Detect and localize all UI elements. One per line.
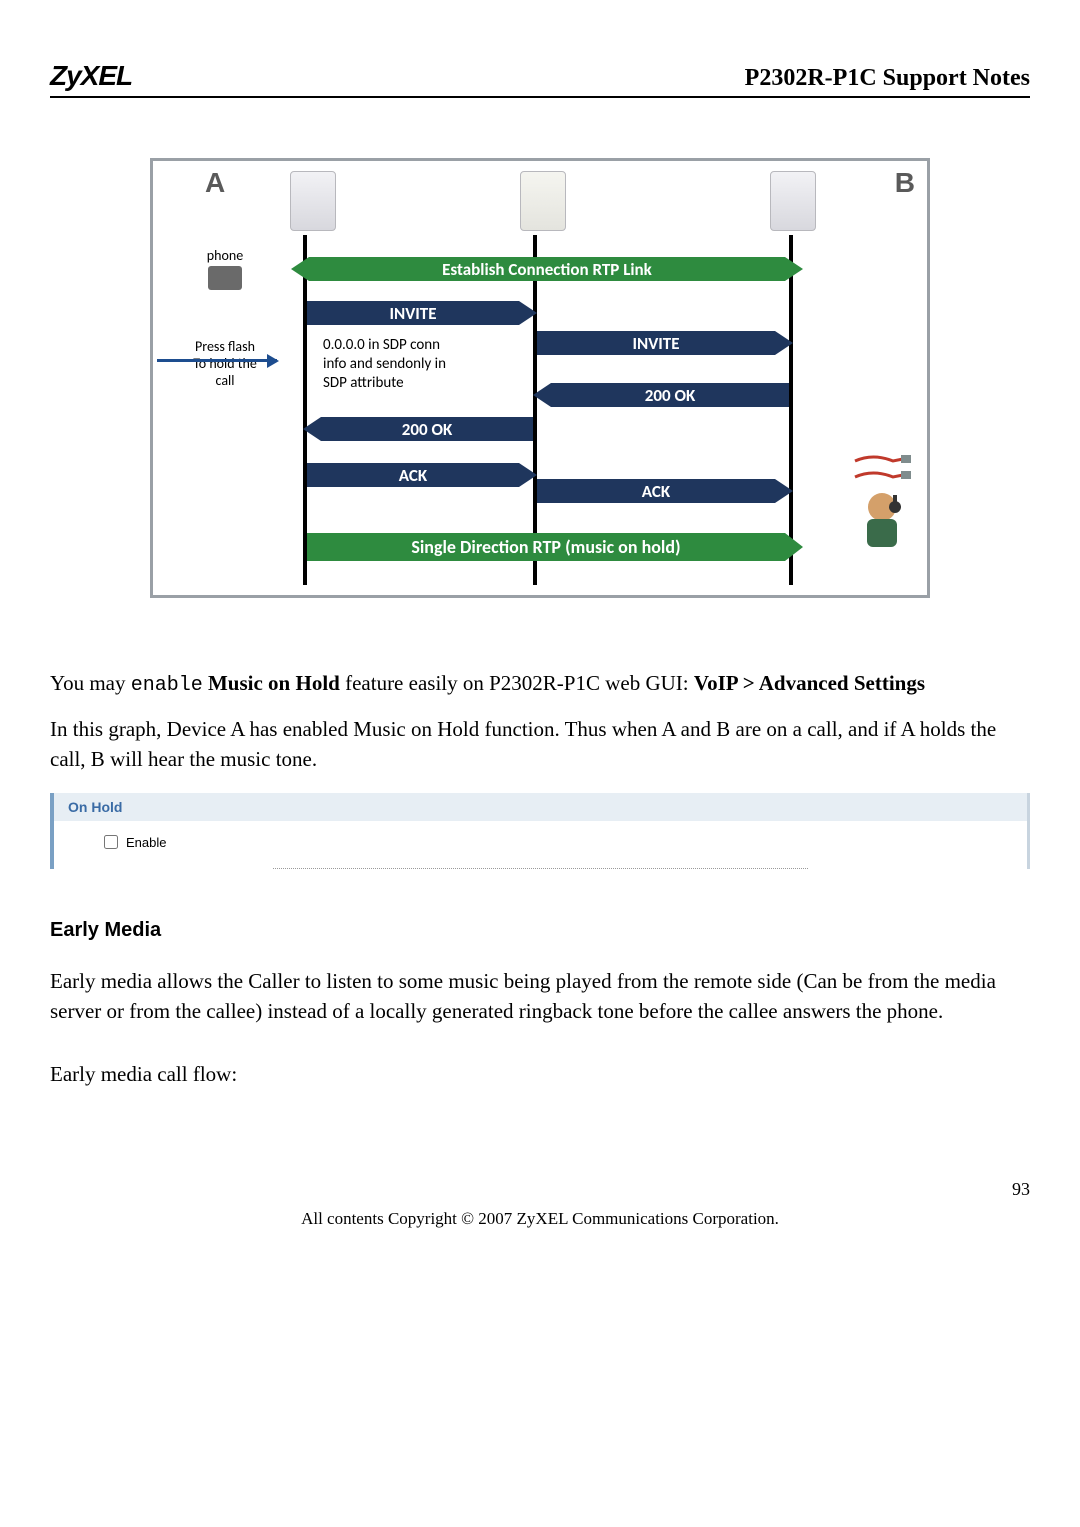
page-footer: 93 All contents Copyright © 2007 ZyXEL C… bbox=[50, 1209, 1030, 1229]
arrow-establish-label: Establish Connection RTP Link bbox=[309, 257, 785, 281]
press-flash-line1: Press flash bbox=[165, 338, 285, 355]
person-icon bbox=[847, 485, 917, 555]
device-b-icon bbox=[763, 171, 823, 235]
paragraph-1: You may enable Music on Hold feature eas… bbox=[50, 668, 1030, 700]
enable-checkbox[interactable] bbox=[104, 835, 118, 849]
phone-label: phone bbox=[165, 247, 285, 264]
phone-icon bbox=[208, 266, 242, 290]
page-number: 93 bbox=[1012, 1179, 1030, 1200]
diagram-container: A B Establish Connection RTP Link INVITE… bbox=[50, 158, 1030, 598]
arrow-invite1-label: INVITE bbox=[307, 301, 519, 325]
sdp-line3: SDP attribute bbox=[323, 374, 446, 393]
arrow-invite2-label: INVITE bbox=[537, 331, 775, 355]
device-a-icon bbox=[283, 171, 343, 235]
arrow-establish: Establish Connection RTP Link bbox=[291, 257, 803, 281]
copyright: All contents Copyright © 2007 ZyXEL Comm… bbox=[50, 1209, 1030, 1229]
logo: ZyXEL bbox=[50, 60, 132, 92]
device-mid-icon bbox=[513, 171, 573, 235]
p1-bold1: Music on Hold bbox=[208, 671, 340, 695]
arrow-invite1: INVITE bbox=[307, 301, 537, 325]
sdp-note: 0.0.0.0 in SDP conn info and sendonly in… bbox=[323, 336, 446, 392]
sdp-line2: info and sendonly in bbox=[323, 355, 446, 374]
arrow-ok2: 200 OK bbox=[303, 417, 533, 441]
p1-after1: feature easily on P2302R-P1C web GUI: bbox=[340, 671, 694, 695]
rtp-diagram: A B Establish Connection RTP Link INVITE… bbox=[150, 158, 930, 598]
paragraph-4: Early media call flow: bbox=[50, 1059, 1030, 1089]
on-hold-panel: On Hold Enable bbox=[50, 793, 1030, 869]
page-header: ZyXEL P2302R-P1C Support Notes bbox=[50, 60, 1030, 98]
p1-bold2: VoIP > Advanced Settings bbox=[694, 671, 925, 695]
arrow-ok2-label: 200 OK bbox=[321, 417, 533, 441]
paragraph-2: In this graph, Device A has enabled Musi… bbox=[50, 714, 1030, 775]
arrow-invite2: INVITE bbox=[537, 331, 793, 355]
section-early-media: Early Media bbox=[50, 919, 1030, 942]
device-a-label: A bbox=[205, 167, 225, 199]
arrow-single-dir: Single Direction RTP (music on hold) bbox=[307, 533, 803, 561]
sdp-line1: 0.0.0.0 in SDP conn bbox=[323, 336, 446, 355]
arrow-ack2-label: ACK bbox=[537, 479, 775, 503]
arrow-ok1-label: 200 OK bbox=[551, 383, 789, 407]
arrow-ack1: ACK bbox=[307, 463, 537, 487]
paragraph-3: Early media allows the Caller to listen … bbox=[50, 966, 1030, 1027]
enable-label: Enable bbox=[126, 835, 166, 850]
panel-body: Enable bbox=[54, 821, 1027, 868]
arrow-single-dir-label: Single Direction RTP (music on hold) bbox=[307, 533, 785, 561]
press-flash-line3: call bbox=[165, 372, 285, 389]
arrow-ok1: 200 OK bbox=[533, 383, 789, 407]
arrow-ack1-label: ACK bbox=[307, 463, 519, 487]
header-title: P2302R-P1C Support Notes bbox=[745, 65, 1030, 92]
panel-divider bbox=[273, 868, 808, 869]
p1-prefix: You may bbox=[50, 671, 131, 695]
arrow-ack2: ACK bbox=[537, 479, 793, 503]
flash-arrow bbox=[157, 359, 277, 362]
device-b-label: B bbox=[895, 167, 915, 199]
panel-header: On Hold bbox=[54, 793, 1027, 821]
p1-mono: enable bbox=[131, 674, 203, 697]
